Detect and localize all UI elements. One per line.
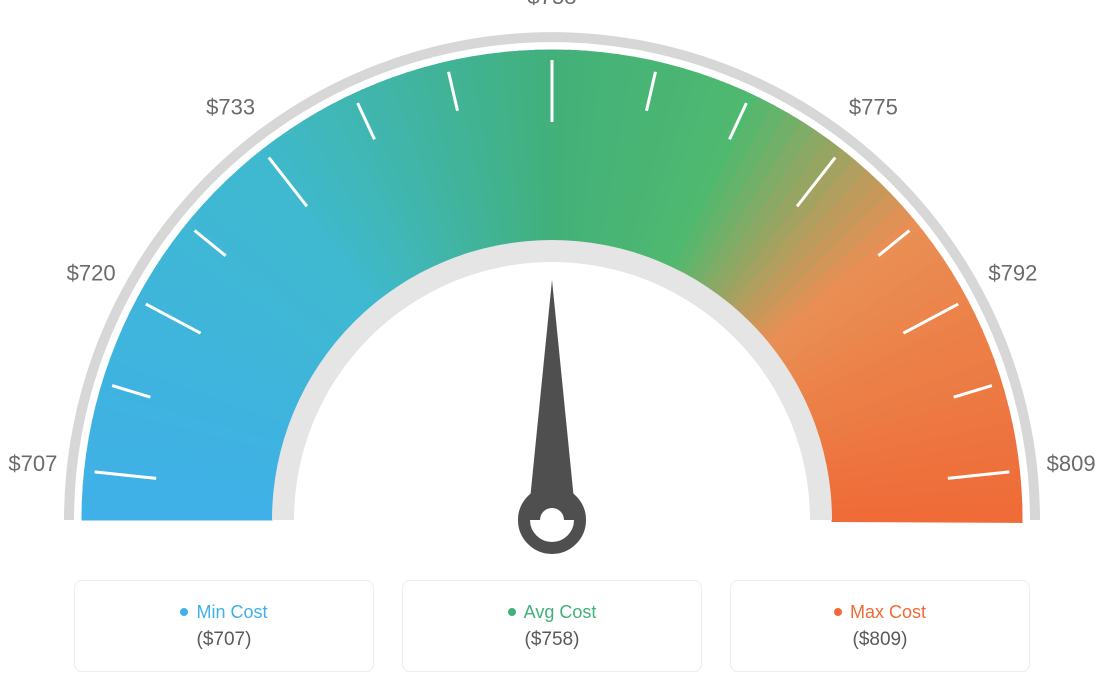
legend-card-avg: Avg Cost ($758) <box>402 580 702 672</box>
gauge-tick-label: $792 <box>988 261 1037 286</box>
gauge-tick-label: $707 <box>8 451 57 476</box>
legend-title-min: Min Cost <box>196 602 267 623</box>
legend-title-avg: Avg Cost <box>524 602 597 623</box>
gauge-area: $707 $720 $733 $758 $775 $792 $809 <box>0 0 1104 560</box>
legend-title-row: Max Cost <box>834 602 926 623</box>
legend-dot-avg <box>508 608 516 616</box>
legend-title-max: Max Cost <box>850 602 926 623</box>
legend-value-max: ($809) <box>853 629 908 651</box>
legend-dot-max <box>834 608 842 616</box>
gauge-needle-hub-hole <box>540 508 564 532</box>
legend-card-max: Max Cost ($809) <box>730 580 1030 672</box>
gauge-tick-label: $758 <box>528 0 577 9</box>
gauge-tick-label: $775 <box>849 94 898 119</box>
legend-title-row: Min Cost <box>180 602 267 623</box>
legend-dot-min <box>180 608 188 616</box>
gauge-needle <box>528 280 576 520</box>
gauge-tick-label: $733 <box>206 94 255 119</box>
gauge-svg: $707 $720 $733 $758 $775 $792 $809 <box>0 0 1104 560</box>
legend-row: Min Cost ($707) Avg Cost ($758) Max Cost… <box>0 580 1104 672</box>
gauge-tick-label: $720 <box>67 261 116 286</box>
legend-value-avg: ($758) <box>525 629 580 651</box>
legend-value-min: ($707) <box>197 629 252 651</box>
legend-card-min: Min Cost ($707) <box>74 580 374 672</box>
gauge-tick-label: $809 <box>1047 451 1096 476</box>
chart-root: $707 $720 $733 $758 $775 $792 $809 Min Cost ($… <box>0 0 1104 690</box>
legend-title-row: Avg Cost <box>508 602 597 623</box>
